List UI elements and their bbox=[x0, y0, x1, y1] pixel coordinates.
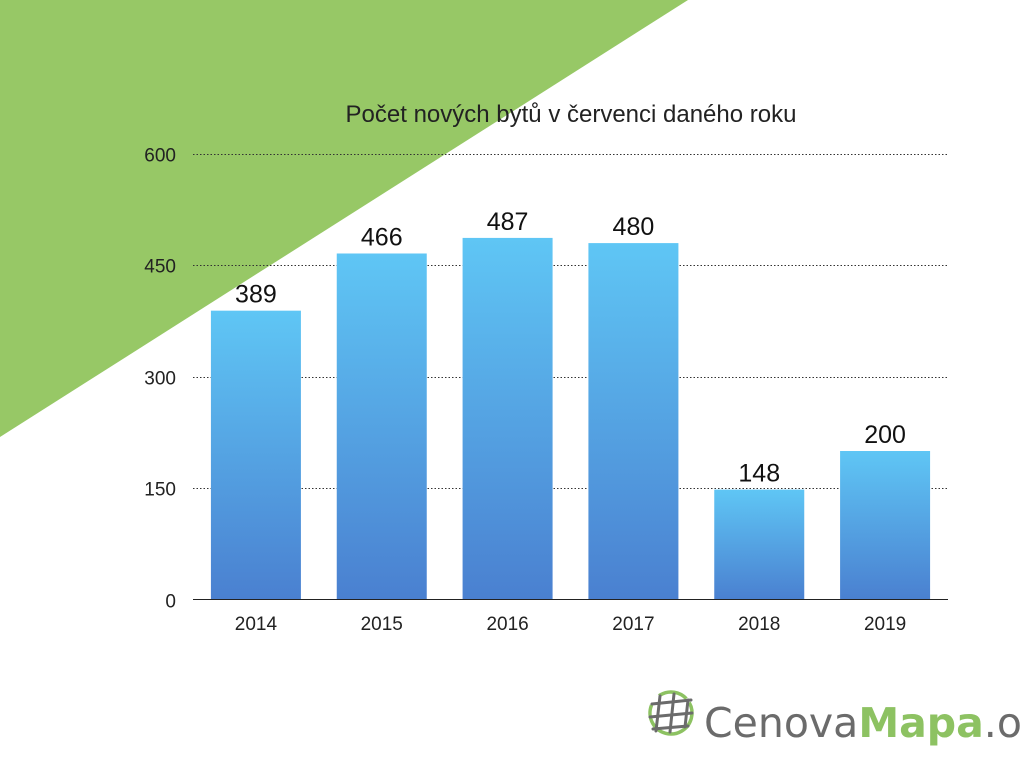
x-tick-label: 2016 bbox=[486, 614, 528, 635]
chart-title: Počet nových bytů v červenci daného roku bbox=[346, 101, 797, 128]
brand-name-org: .org bbox=[984, 699, 1024, 747]
x-tick-label: 2015 bbox=[361, 614, 403, 635]
cenovamapa-logo: CenovaMapa.org bbox=[648, 690, 1024, 747]
brand-name-cenova: Cenova bbox=[704, 699, 858, 747]
x-tick-label: 2014 bbox=[235, 614, 278, 635]
x-tick-label: 2019 bbox=[864, 614, 906, 635]
x-tick-label: 2018 bbox=[738, 614, 780, 635]
bar-2014 bbox=[210, 310, 301, 600]
y-tick-label: 300 bbox=[144, 369, 176, 390]
x-axis-tick-labels: 2014 2015 2016 2017 2018 2019 bbox=[235, 614, 906, 635]
data-label-2019: 200 bbox=[864, 421, 906, 449]
y-tick-label: 0 bbox=[165, 592, 176, 613]
chart-data-labels: 389 466 487 480 148 200 bbox=[235, 208, 906, 488]
data-label-2015: 466 bbox=[361, 223, 403, 251]
chart-bars bbox=[210, 237, 931, 600]
bar-2015 bbox=[336, 253, 427, 600]
y-tick-label: 150 bbox=[144, 480, 176, 501]
globe-grid-icon bbox=[648, 690, 694, 736]
data-label-2017: 480 bbox=[613, 213, 655, 241]
y-axis-tick-labels: 0 150 300 450 600 bbox=[144, 146, 176, 613]
y-tick-label: 600 bbox=[144, 146, 176, 167]
data-label-2016: 487 bbox=[487, 208, 529, 236]
bar-2019 bbox=[840, 451, 931, 600]
bar-2016 bbox=[462, 237, 553, 600]
data-label-2018: 148 bbox=[738, 460, 780, 488]
y-tick-label: 450 bbox=[144, 257, 176, 278]
x-tick-label: 2017 bbox=[612, 614, 654, 635]
green-corner-triangle bbox=[0, 0, 688, 437]
brand-name-mapa: Mapa bbox=[858, 699, 983, 747]
bar-2017 bbox=[588, 243, 679, 600]
bar-2018 bbox=[714, 489, 805, 600]
data-label-2014: 389 bbox=[235, 281, 277, 309]
svg-text:CenovaMapa.org: CenovaMapa.org bbox=[704, 699, 1024, 747]
